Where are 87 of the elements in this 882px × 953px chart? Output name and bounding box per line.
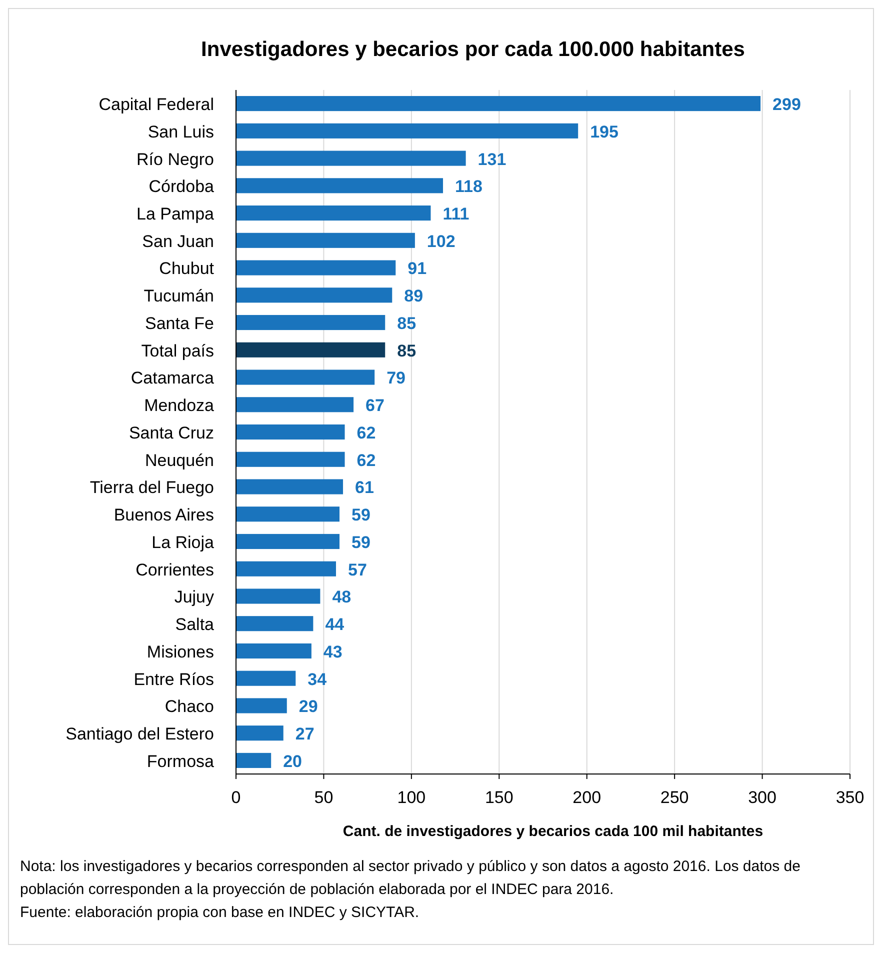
data-label: 20: [283, 752, 302, 771]
y-tick-label: La Rioja: [152, 532, 215, 552]
bar: [236, 561, 336, 576]
x-tick-label: 350: [836, 788, 864, 807]
bar: [236, 424, 345, 440]
data-label: 57: [348, 560, 367, 580]
y-tick-label: Buenos Aires: [114, 506, 214, 525]
bar: [236, 260, 396, 276]
data-label: 29: [298, 697, 318, 716]
data-label: 118: [455, 177, 482, 196]
bar: [236, 397, 354, 412]
bar: [236, 506, 340, 522]
bar: [236, 288, 392, 303]
bar: [236, 452, 345, 467]
y-tick-label: Tucumán: [144, 286, 214, 306]
y-tick-label: La Pampa: [136, 204, 215, 224]
bar: [236, 726, 284, 741]
data-label: 67: [366, 396, 384, 416]
x-tick-label: 50: [314, 788, 334, 807]
y-tick-label: Entre Ríos: [134, 670, 214, 689]
y-tick-label: Formosa: [146, 752, 215, 771]
x-tick-label: 150: [484, 788, 514, 807]
bar: [236, 342, 386, 358]
data-label: 59: [352, 506, 370, 525]
y-tick-label: Santa Cruz: [128, 423, 214, 442]
x-tick-label: 250: [660, 788, 689, 807]
bar: [236, 96, 761, 112]
data-label: 299: [772, 95, 801, 114]
y-tick-label: San Juan: [142, 232, 214, 251]
bar: [236, 752, 272, 768]
y-tick-label: Neuquén: [144, 450, 214, 470]
bar: [236, 643, 312, 658]
bar: [236, 370, 375, 385]
y-tick-label: Misiones: [146, 642, 214, 662]
bar: [236, 534, 340, 550]
bar: [236, 150, 466, 166]
y-tick-label: Córdoba: [148, 177, 215, 196]
y-tick-label: Santa Fe: [145, 314, 214, 333]
data-label: 195: [590, 122, 618, 142]
text: Nota: los investigadores y becarios corresponden al sector privado y público y son datos a agosto 2016. Los datos de población corresponden a la proyección de población elaborada por el INDEC para 2016.: [20, 857, 802, 900]
data-label: 131: [478, 150, 506, 169]
data-label: 48: [332, 588, 352, 607]
x-tick-label: 100: [397, 788, 426, 807]
data-label: 102: [426, 232, 456, 251]
y-tick-label: Corrientes: [136, 560, 214, 580]
bar: [236, 670, 296, 686]
data-label: 27: [295, 724, 314, 744]
x-tick-label: 300: [748, 788, 776, 807]
data-label: 79: [386, 368, 406, 388]
x-tick-label: 0: [231, 788, 241, 807]
y-tick-label: San Luis: [148, 122, 214, 142]
data-label: 34: [308, 670, 328, 689]
bar: [236, 698, 287, 714]
y-tick-label: Chaco: [164, 697, 214, 716]
y-tick-label: Chubut: [159, 259, 214, 278]
source-note: Fuente: elaboración propia con base en INDEC y SICYTAR.: [20, 903, 420, 923]
data-label: 62: [356, 450, 376, 470]
y-tick-label: Río Negro: [136, 150, 214, 169]
y-tick-label: Total país: [141, 341, 214, 360]
bar: [236, 123, 578, 138]
bar: [236, 206, 431, 221]
bar: [236, 588, 320, 604]
bar: [236, 232, 415, 248]
y-tick-label: Santiago del Estero: [66, 724, 214, 744]
x-tick-label: 200: [572, 788, 602, 807]
bar: [236, 314, 386, 330]
y-tick-label: Salta: [175, 615, 215, 634]
data-label: 61: [355, 478, 374, 498]
x-axis-title: Cant. de investigadores y becarios cada 100 mil habitantes: [342, 823, 764, 840]
bar: [236, 178, 444, 194]
y-tick-label: Catamarca: [130, 368, 215, 388]
bar: [236, 616, 314, 632]
data-label: 85: [397, 314, 416, 333]
y-tick-label: Capital Federal: [98, 95, 214, 114]
data-label: 91: [408, 259, 427, 278]
y-tick-label: Jujuy: [174, 588, 214, 607]
bar: [236, 479, 344, 494]
data-label: 59: [352, 532, 370, 552]
data-label: 43: [323, 642, 342, 662]
chart-title: Investigadores y becarios por cada 100.000 habitantes: [201, 38, 745, 61]
data-label: 89: [404, 286, 424, 306]
y-tick-label: Tierra del Fuego: [90, 478, 214, 498]
data-label: 85: [397, 341, 416, 360]
data-label: 62: [356, 423, 376, 442]
data-label: 111: [442, 204, 470, 224]
y-tick-label: Mendoza: [144, 396, 215, 416]
data-label: 44: [325, 615, 345, 634]
